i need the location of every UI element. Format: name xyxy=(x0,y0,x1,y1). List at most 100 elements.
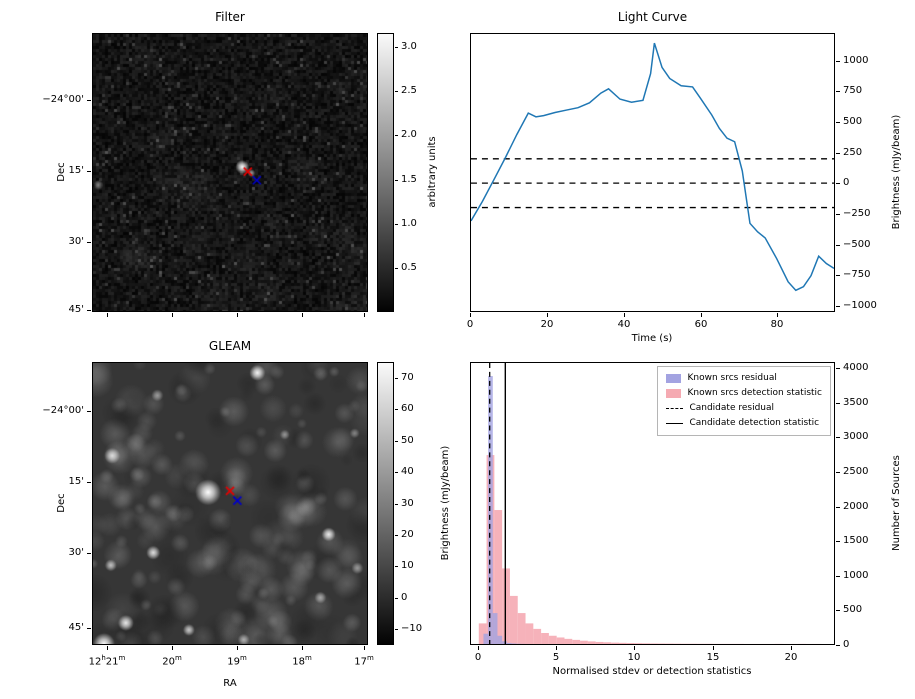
tick-label: 0.5 xyxy=(401,262,417,273)
tick-label: 10 xyxy=(627,652,641,663)
tick-mark xyxy=(836,214,840,215)
filter-colorbar xyxy=(377,33,394,312)
tick-label: 250 xyxy=(843,147,863,158)
tick-mark xyxy=(836,403,840,404)
tick-label: 0 xyxy=(466,319,474,330)
histogram-xlabel: Normalised stdev or detection statistics xyxy=(552,666,752,677)
tick-label: −24°00' xyxy=(42,94,84,105)
tick-mark xyxy=(87,628,91,629)
tick-label: 1.0 xyxy=(401,218,417,229)
light-curve-ylabel: Brightness (mJy/beam) xyxy=(891,114,902,230)
tick-mark xyxy=(478,646,479,650)
tick-label: 15' xyxy=(68,165,84,176)
legend-label: Known srcs detection statistic xyxy=(687,388,822,398)
tick-label: 50 xyxy=(401,435,414,446)
tick-mark xyxy=(395,180,398,181)
light-curve-plot xyxy=(470,33,835,312)
tick-label: 3.0 xyxy=(401,41,417,52)
tick-label: 17m xyxy=(354,654,374,668)
tick-mark xyxy=(836,245,840,246)
tick-label: 2000 xyxy=(843,501,869,512)
histogram-plot: Known srcs residual Known srcs detection… xyxy=(470,362,835,645)
tick-label: 12h21m xyxy=(88,654,126,668)
tick-mark xyxy=(836,183,840,184)
tick-mark xyxy=(395,378,398,379)
tick-mark xyxy=(836,61,840,62)
tick-mark xyxy=(364,313,365,317)
tick-mark xyxy=(395,504,398,505)
tick-mark xyxy=(836,576,840,577)
legend-dashed-line xyxy=(666,408,684,409)
tick-label: 2500 xyxy=(843,466,869,477)
tick-label: −1000 xyxy=(843,300,877,311)
gleam-xlabel: RA xyxy=(223,678,237,689)
tick-label: 15 xyxy=(706,652,720,663)
tick-label: 500 xyxy=(843,604,863,615)
filter-colorbar-label: arbitrary units xyxy=(427,136,438,208)
tick-label: 20 xyxy=(401,529,414,540)
gleam-heatmap xyxy=(92,362,368,645)
tick-label: 40 xyxy=(617,319,631,330)
gleam-ylabel: Dec xyxy=(56,493,67,513)
light-curve-svg xyxy=(471,42,834,292)
legend-solid-line xyxy=(666,423,684,424)
gleam-image xyxy=(93,363,367,644)
tick-mark xyxy=(395,268,398,269)
tick-mark xyxy=(237,313,238,317)
tick-label: 45' xyxy=(68,622,84,633)
tick-mark xyxy=(836,368,840,369)
legend-item: Known srcs residual xyxy=(666,371,822,386)
legend-swatch-detection xyxy=(666,389,682,398)
tick-label: 1000 xyxy=(843,55,869,66)
gleam-title: GLEAM xyxy=(208,339,252,353)
tick-mark xyxy=(87,242,91,243)
tick-mark xyxy=(364,646,365,650)
legend-item: Known srcs detection statistic xyxy=(666,386,822,401)
tick-label: −750 xyxy=(843,269,871,280)
filter-title: Filter xyxy=(215,10,245,24)
tick-mark xyxy=(395,598,398,599)
tick-mark xyxy=(395,441,398,442)
tick-label: 45' xyxy=(68,304,84,315)
tick-mark xyxy=(395,472,398,473)
light-curve-xlabel: Time (s) xyxy=(631,333,673,344)
tick-label: 0 xyxy=(474,652,482,663)
tick-mark xyxy=(836,610,840,611)
tick-mark xyxy=(395,409,398,410)
tick-label: 10 xyxy=(401,560,414,571)
tick-mark xyxy=(395,135,398,136)
filter-image xyxy=(93,34,367,311)
tick-mark xyxy=(395,535,398,536)
tick-mark xyxy=(836,645,840,646)
tick-label: 30' xyxy=(68,547,84,558)
tick-mark xyxy=(87,171,91,172)
tick-label: 2.5 xyxy=(401,85,417,96)
legend-swatch-residual xyxy=(666,374,682,383)
tick-label: 0 xyxy=(843,177,850,188)
tick-label: 20m xyxy=(162,654,182,668)
tick-mark xyxy=(624,313,625,317)
tick-label: 750 xyxy=(843,85,863,96)
light-curve-title: Light Curve xyxy=(617,10,688,24)
tick-label: −24°00' xyxy=(42,405,84,416)
tick-mark xyxy=(836,541,840,542)
tick-mark xyxy=(777,313,778,317)
tick-label: 80 xyxy=(770,319,784,330)
tick-mark xyxy=(87,310,91,311)
gleam-colorbar-label: Brightness (mJy/beam) xyxy=(440,445,451,561)
tick-mark xyxy=(836,275,840,276)
tick-mark xyxy=(87,553,91,554)
tick-mark xyxy=(701,313,702,317)
legend-item: Candidate residual xyxy=(666,401,822,416)
legend-item: Candidate detection statistic xyxy=(666,416,822,431)
legend: Known srcs residual Known srcs detection… xyxy=(657,366,831,436)
tick-label: 20 xyxy=(784,652,798,663)
histogram-ylabel: Number of Sources xyxy=(891,455,902,551)
tick-label: 0 xyxy=(401,592,408,603)
tick-label: 60 xyxy=(401,403,414,414)
legend-label: Candidate detection statistic xyxy=(689,418,820,428)
tick-mark xyxy=(470,313,471,317)
tick-mark xyxy=(556,646,557,650)
gleam-colorbar xyxy=(377,362,394,645)
